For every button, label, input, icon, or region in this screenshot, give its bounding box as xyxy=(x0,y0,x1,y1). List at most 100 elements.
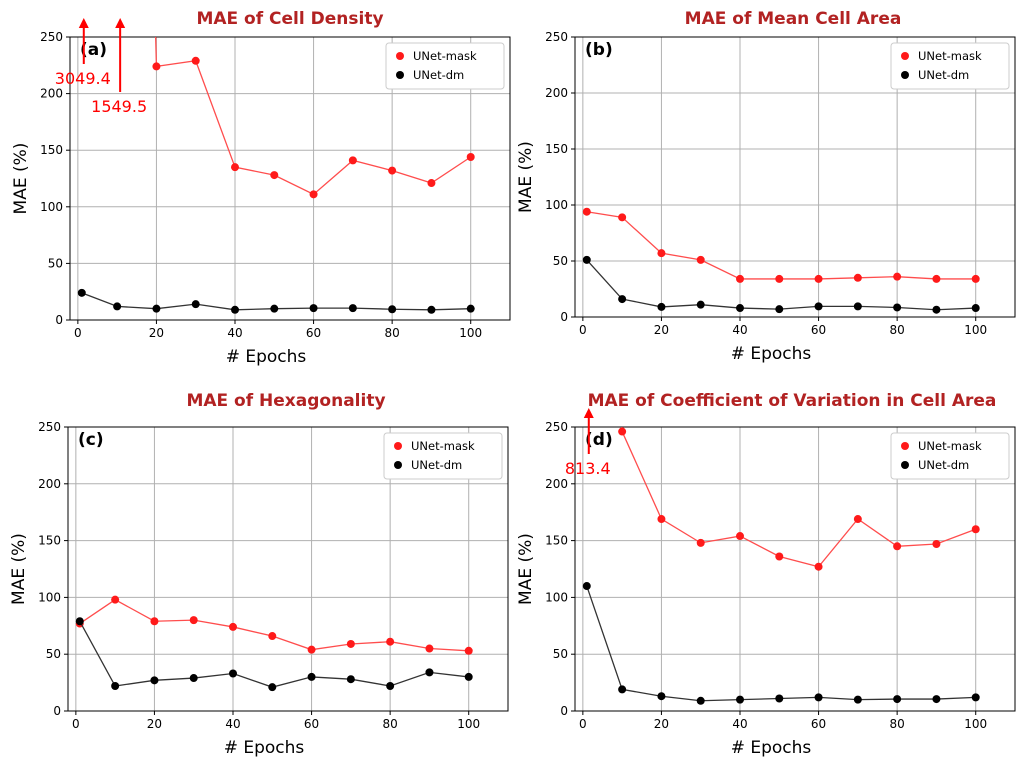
legend: UNet-mask UNet-dm xyxy=(385,42,505,90)
data-point xyxy=(657,249,666,258)
data-point xyxy=(425,644,434,653)
data-point xyxy=(111,682,120,691)
legend-marker xyxy=(396,52,404,60)
data-point xyxy=(268,632,277,641)
annotation-arrow-head xyxy=(78,18,89,28)
x-tick-label: 80 xyxy=(383,717,398,731)
y-tick-label: 0 xyxy=(53,704,61,718)
x-tick-label: 0 xyxy=(74,326,82,340)
data-point xyxy=(853,273,862,282)
data-point xyxy=(971,525,980,534)
data-point xyxy=(466,152,475,161)
legend-label: UNet-mask xyxy=(918,439,982,453)
y-axis-label: MAE (%) xyxy=(516,533,536,605)
x-tick-label: 60 xyxy=(304,717,319,731)
y-tick-label: 100 xyxy=(40,200,63,214)
data-point xyxy=(231,305,239,314)
data-point xyxy=(346,639,355,648)
legend-marker xyxy=(901,52,909,60)
x-axis-label: # Epochs xyxy=(226,347,307,367)
data-point xyxy=(971,304,980,313)
data-point xyxy=(932,274,941,283)
y-tick-label: 0 xyxy=(55,313,63,327)
annotation-label: 1549.5 xyxy=(91,97,147,116)
x-tick-label: 0 xyxy=(579,323,587,337)
data-point xyxy=(307,672,316,681)
data-point xyxy=(268,683,277,692)
chart-panel-a: 0 20 40 60 80 100 0 50 100 150 200 250 # Epochs MAE (… xyxy=(11,9,511,367)
x-axis-label: # Epochs xyxy=(224,738,305,758)
x-axis-label: # Epochs xyxy=(731,344,812,364)
x-tick-label: 40 xyxy=(225,717,240,731)
data-point xyxy=(229,622,237,631)
data-point xyxy=(309,304,318,313)
data-point xyxy=(346,675,355,684)
data-point xyxy=(696,696,705,705)
data-point xyxy=(388,166,397,175)
data-point xyxy=(77,288,86,297)
legend-box xyxy=(890,432,1010,480)
data-point xyxy=(775,305,784,314)
y-tick-label: 150 xyxy=(38,534,61,548)
y-tick-label: 200 xyxy=(40,87,63,101)
data-point xyxy=(152,304,161,313)
legend-marker xyxy=(901,461,909,469)
x-tick-label: 60 xyxy=(306,326,321,340)
data-point xyxy=(736,304,744,313)
data-point xyxy=(582,582,591,591)
y-tick-label: 250 xyxy=(38,420,61,434)
data-point xyxy=(932,540,941,549)
y-tick-label: 250 xyxy=(545,30,568,44)
legend-label: UNet-dm xyxy=(918,68,969,82)
chart-title: MAE of Mean Cell Area xyxy=(685,9,902,29)
data-point xyxy=(464,672,473,681)
chart-title: MAE of Hexagonality xyxy=(186,391,385,411)
data-point xyxy=(231,163,239,172)
x-tick-label: 80 xyxy=(385,326,400,340)
series-line-unet-mask xyxy=(586,211,976,280)
y-tick-label: 150 xyxy=(40,143,63,157)
data-point xyxy=(152,62,161,71)
x-tick-label: 80 xyxy=(890,717,905,731)
legend-marker xyxy=(901,71,909,79)
x-tick-label: 20 xyxy=(654,323,669,337)
plot-frame xyxy=(574,36,1016,318)
legend-label: UNet-dm xyxy=(918,458,969,472)
x-tick-label: 40 xyxy=(732,717,747,731)
data-point xyxy=(696,538,705,547)
data-point xyxy=(853,515,862,524)
data-point xyxy=(111,595,120,604)
data-point xyxy=(736,274,744,283)
data-point xyxy=(309,190,318,199)
data-point xyxy=(618,295,627,304)
data-point xyxy=(427,305,436,314)
data-point xyxy=(189,616,198,625)
data-point xyxy=(191,56,200,65)
x-tick-label: 100 xyxy=(964,323,987,337)
data-point xyxy=(113,302,122,311)
data-point xyxy=(582,255,591,264)
x-tick-label: 0 xyxy=(579,717,587,731)
data-point xyxy=(736,695,744,704)
plot-frame xyxy=(67,426,509,712)
data-point xyxy=(696,255,705,264)
y-tick-label: 100 xyxy=(38,590,61,604)
y-tick-label: 50 xyxy=(48,256,63,270)
data-point xyxy=(464,646,473,655)
data-point xyxy=(775,274,784,283)
x-tick-label: 60 xyxy=(811,717,826,731)
legend-label: UNet-mask xyxy=(411,439,475,453)
x-tick-label: 20 xyxy=(654,717,669,731)
y-tick-label: 200 xyxy=(545,477,568,491)
chart-panel-d: 0 20 40 60 80 100 0 50 100 150 200 250 # Epochs MAE (… xyxy=(516,391,1016,758)
legend-box xyxy=(383,432,503,480)
data-point xyxy=(932,305,941,314)
data-point xyxy=(971,693,980,702)
data-point xyxy=(971,274,980,283)
annotation-label: 3049.4 xyxy=(55,69,111,88)
data-point xyxy=(618,685,627,694)
chart-panel-c: 0 20 40 60 80 100 0 50 100 150 200 250 # Epochs MAE (… xyxy=(9,391,509,758)
x-tick-label: 100 xyxy=(459,326,482,340)
data-point xyxy=(853,695,862,704)
